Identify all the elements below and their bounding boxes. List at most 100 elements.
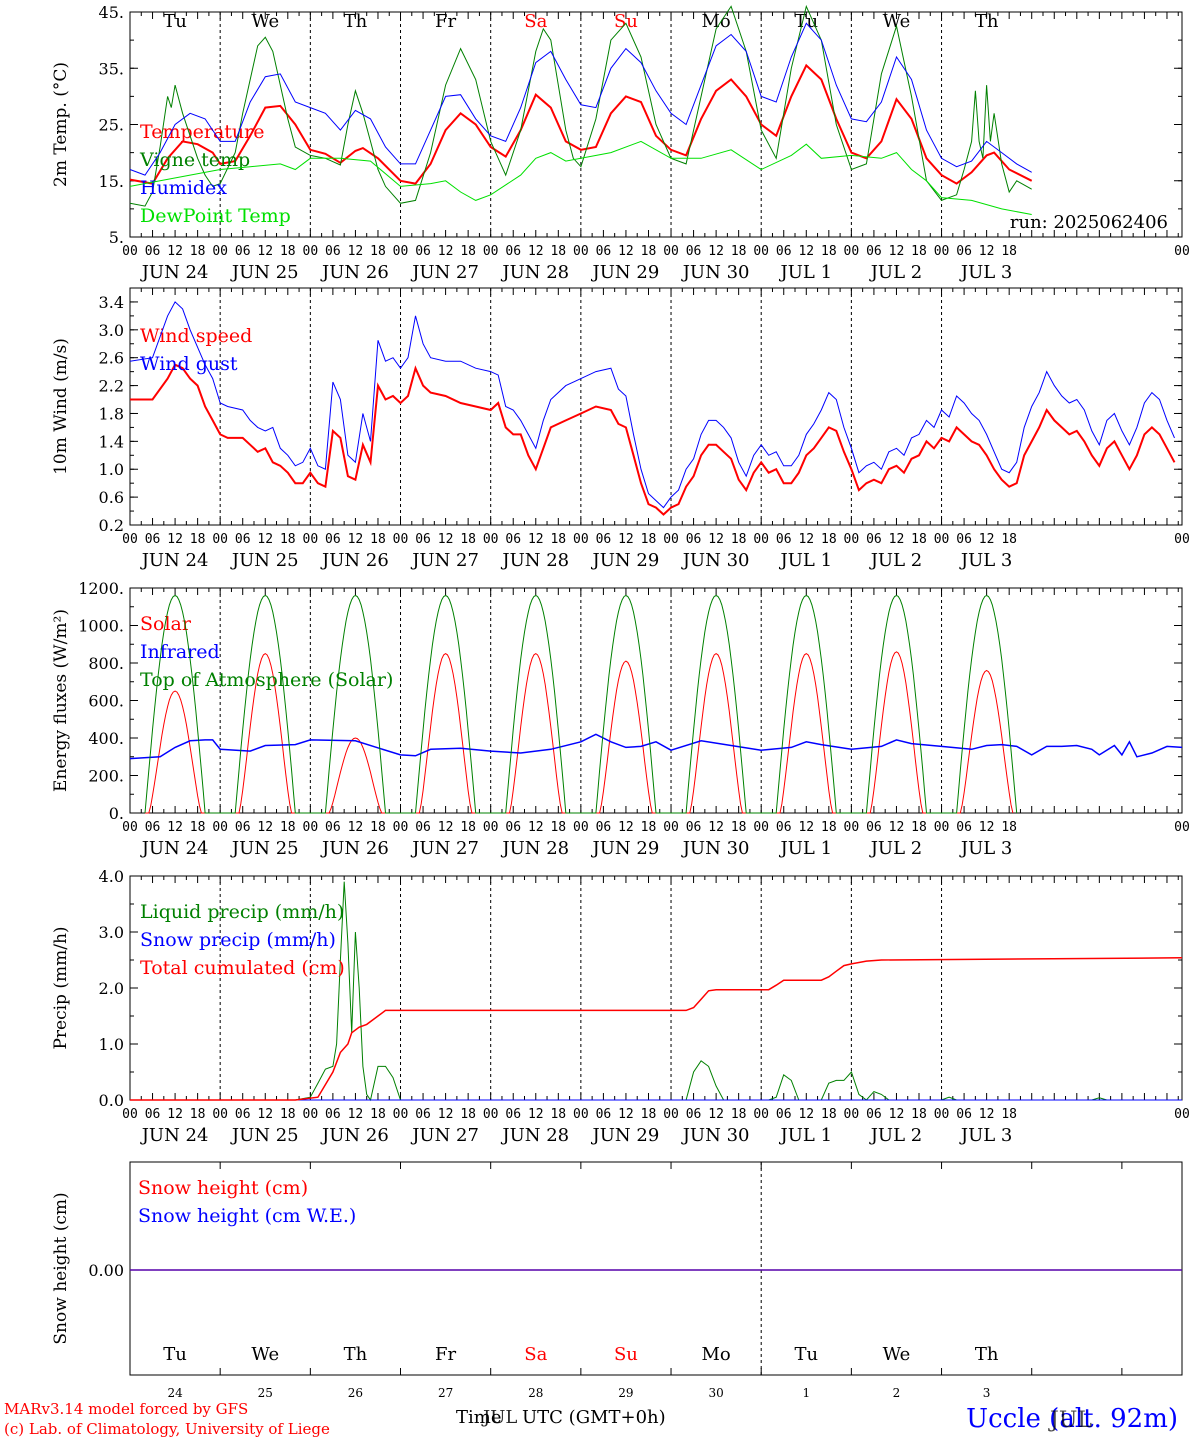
- energy-series-2: [144, 594, 1018, 814]
- precip-hour-label: 18: [641, 1107, 657, 1122]
- energy-ytick-label: 600.: [88, 692, 124, 711]
- energy-hour-label: 12: [618, 820, 634, 835]
- energy-ytick-label: 200.: [88, 767, 124, 786]
- precip-date-label: JUL 2: [869, 1125, 923, 1146]
- snow-weekday: Mo: [701, 1344, 730, 1365]
- precip-date-label: JUL 3: [959, 1125, 1013, 1146]
- precip-hour-label: 12: [798, 1107, 814, 1122]
- wind-date-label: JUN 27: [410, 550, 479, 571]
- snow-legend-1: Snow height (cm W.E.): [138, 1205, 356, 1227]
- energy-hour-label: 00: [122, 820, 138, 835]
- temp-date-label: JUL 1: [779, 262, 833, 283]
- wind-hour-label: 18: [370, 532, 386, 547]
- daynum-label: 30: [708, 1386, 723, 1400]
- wind-hour-label: 00: [573, 532, 589, 547]
- energy-hour-label: 06: [956, 820, 972, 835]
- precip-ytick-label: 2.0: [99, 979, 124, 998]
- wind-hour-label: 18: [641, 532, 657, 547]
- energy-hour-label: 18: [821, 820, 837, 835]
- energy-date-label: JUN 25: [230, 838, 299, 859]
- temp-hour-label: 06: [235, 244, 251, 259]
- energy-date-label: JUN 29: [591, 838, 660, 859]
- wind-ytick-label: 0.6: [99, 488, 124, 507]
- energy-hour-label: 06: [505, 820, 521, 835]
- precip-hour-label: 06: [596, 1107, 612, 1122]
- precip-hour-label: 06: [776, 1107, 792, 1122]
- precip-hour-label: 06: [956, 1107, 972, 1122]
- energy-date-label: JUL 3: [959, 838, 1013, 859]
- temp-hour-label: 06: [866, 244, 882, 259]
- precip-hour-label: 12: [348, 1107, 364, 1122]
- wind-hour-label: 00: [122, 532, 138, 547]
- temp-date-label: JUN 27: [410, 262, 479, 283]
- precip-hour-label: 06: [235, 1107, 251, 1122]
- temp-weekday: Mo: [701, 11, 730, 32]
- energy-hour-label: 06: [235, 820, 251, 835]
- wind-hour-label: 06: [145, 532, 161, 547]
- precip-date-label: JUN 25: [230, 1125, 299, 1146]
- precip-hour-label: 00: [663, 1107, 679, 1122]
- precip-ytick-label: 0.0: [99, 1091, 124, 1110]
- energy-date-label: JUN 28: [500, 838, 569, 859]
- precip-hour-label: 18: [731, 1107, 747, 1122]
- wind-hour-label: 06: [415, 532, 431, 547]
- wind-ytick-label: 2.2: [99, 377, 124, 396]
- lab-credit: (c) Lab. of Climatology, University of L…: [4, 1420, 330, 1438]
- precip-hour-label: 12: [889, 1107, 905, 1122]
- wind-hour-label: 18: [731, 532, 747, 547]
- wind-series-0: [130, 363, 1176, 516]
- temp-legend-2: Humidex: [140, 177, 227, 199]
- precip-date-label: JUN 30: [681, 1125, 750, 1146]
- precip-hour-label: 00: [212, 1107, 228, 1122]
- precip-hour-label: 18: [460, 1107, 476, 1122]
- wind-date-label: JUL 1: [779, 550, 833, 571]
- precip-hour-label: 00: [1174, 1107, 1190, 1122]
- precip-hour-label: 12: [438, 1107, 454, 1122]
- temp-hour-label: 18: [280, 244, 296, 259]
- precip-hour-label: 18: [370, 1107, 386, 1122]
- precip-hour-label: 18: [190, 1107, 206, 1122]
- precip-hour-label: 18: [911, 1107, 927, 1122]
- temp-hour-label: 12: [348, 244, 364, 259]
- energy-hour-label: 00: [753, 820, 769, 835]
- energy-hour-label: 12: [798, 820, 814, 835]
- wind-hour-label: 18: [1001, 532, 1017, 547]
- energy-hour-label: 00: [844, 820, 860, 835]
- precip-legend-1: Snow precip (mm/h): [140, 929, 336, 951]
- energy-hour-label: 18: [1001, 820, 1017, 835]
- temp-weekday: Th: [975, 11, 999, 32]
- temp-weekday: We: [883, 11, 911, 32]
- model-credit: MARv3.14 model forced by GFS: [4, 1400, 248, 1418]
- temp-weekday: Tu: [163, 11, 187, 32]
- precip-hour-label: 06: [505, 1107, 521, 1122]
- snow-weekday: We: [883, 1344, 911, 1365]
- temp-hour-label: 06: [325, 244, 341, 259]
- temp-hour-label: 00: [393, 244, 409, 259]
- wind-hour-label: 18: [280, 532, 296, 547]
- temp-date-label: JUN 28: [500, 262, 569, 283]
- wind-hour-label: 18: [911, 532, 927, 547]
- wind-hour-label: 12: [979, 532, 995, 547]
- wind-hour-label: 06: [866, 532, 882, 547]
- snow-ylabel: Snow height (cm): [51, 1192, 71, 1344]
- temp-hour-label: 12: [798, 244, 814, 259]
- wind-hour-label: 06: [505, 532, 521, 547]
- temp-hour-label: 18: [641, 244, 657, 259]
- temp-date-label: JUN 29: [591, 262, 660, 283]
- wind-frame: [129, 287, 1183, 526]
- energy-legend-0: Solar: [140, 613, 192, 635]
- temp-legend-3: DewPoint Temp: [140, 205, 291, 227]
- energy-ytick-label: 400.: [88, 729, 124, 748]
- precip-hour-label: 06: [145, 1107, 161, 1122]
- energy-hour-label: 12: [438, 820, 454, 835]
- temp-ytick-label: 15.: [99, 172, 124, 191]
- precip-hour-label: 00: [934, 1107, 950, 1122]
- energy-hour-label: 00: [1174, 820, 1190, 835]
- temp-weekday: Fr: [435, 11, 456, 32]
- energy-hour-label: 12: [257, 820, 273, 835]
- energy-hour-label: 00: [212, 820, 228, 835]
- wind-ytick-label: 2.6: [99, 349, 124, 368]
- daynum-label: 24: [167, 1386, 183, 1400]
- wind-hour-label: 12: [438, 532, 454, 547]
- wind-hour-label: 18: [460, 532, 476, 547]
